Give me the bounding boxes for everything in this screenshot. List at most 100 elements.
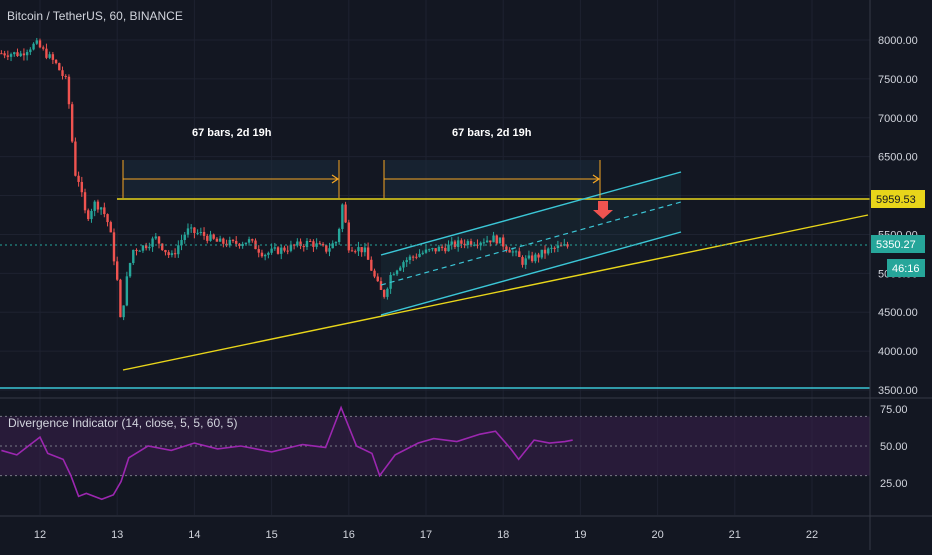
candle-body <box>312 241 315 247</box>
candle-body <box>16 52 19 57</box>
candle-body <box>431 248 434 250</box>
candle-body <box>151 238 154 247</box>
candle-body <box>241 243 244 247</box>
candle-body <box>508 249 511 253</box>
candle-body <box>379 281 383 290</box>
price-tick-label: 7500.00 <box>878 74 918 86</box>
candle-body <box>222 238 225 244</box>
price-tick-label: 7000.00 <box>878 113 918 125</box>
candle-body <box>354 251 357 253</box>
candle-body <box>411 256 415 258</box>
candle-body <box>267 252 270 255</box>
candle-body <box>334 242 338 244</box>
candle-body <box>80 181 84 193</box>
candle-body <box>212 234 215 239</box>
candle-body <box>218 238 222 242</box>
candle-body <box>280 247 283 254</box>
candle-body <box>434 248 437 252</box>
time-tick-label: 18 <box>497 529 509 541</box>
symbol-title: Bitcoin / TetherUS, 60, BINANCE <box>7 9 183 23</box>
candle-body <box>19 53 22 57</box>
measure-arrowhead <box>331 174 340 184</box>
candle-body <box>247 239 251 243</box>
candle-body <box>183 234 186 240</box>
candle-body <box>260 252 264 257</box>
candle-body <box>428 249 431 251</box>
indicator-line <box>1 405 573 501</box>
candle-body <box>0 53 3 55</box>
candle-body <box>318 243 322 245</box>
candle-body <box>173 253 177 255</box>
channel-lower <box>380 231 682 316</box>
candle-body <box>479 242 482 246</box>
candle-body <box>376 276 379 282</box>
candle-body <box>473 244 476 246</box>
candle-body <box>559 245 563 247</box>
candle-body <box>534 254 537 262</box>
time-tick-label: 12 <box>34 529 46 541</box>
down-arrow-icon <box>593 201 613 219</box>
candle-body <box>485 240 489 243</box>
candle-body <box>421 252 424 254</box>
candle-body <box>325 245 328 252</box>
candle-body <box>25 52 29 56</box>
candle-body <box>463 243 466 246</box>
candle-body <box>456 240 460 247</box>
candle-body <box>505 246 508 250</box>
candle-body <box>3 53 6 56</box>
indicator-tick-label: 50.00 <box>880 441 908 453</box>
candle-body <box>42 47 45 49</box>
candle-body <box>511 251 515 253</box>
candle-body <box>283 247 286 251</box>
candle-body <box>83 192 87 211</box>
countdown-box <box>887 259 925 277</box>
candle-body <box>186 228 190 235</box>
time-tick-label: 17 <box>420 529 432 541</box>
candle-body <box>103 207 106 215</box>
candle-body <box>344 204 347 223</box>
candle-body <box>518 251 521 258</box>
candle-body <box>286 250 289 252</box>
candle-body <box>70 104 74 142</box>
time-tick-label: 19 <box>574 529 586 541</box>
candle-body <box>476 244 479 246</box>
candle-body <box>177 245 180 255</box>
candle-body <box>337 228 341 243</box>
candle-body <box>132 249 135 264</box>
candle-body <box>35 40 38 44</box>
candle-body <box>273 247 277 249</box>
candle-body <box>447 244 450 252</box>
candle-body <box>402 262 405 268</box>
candle-body <box>67 76 71 105</box>
candle-body <box>305 240 309 248</box>
resistance-price-label: 5959.53 <box>876 194 916 206</box>
candle-body <box>106 214 109 223</box>
candle-body <box>424 249 428 253</box>
countdown-label: 46:16 <box>892 263 920 275</box>
candle-body <box>161 243 164 251</box>
candle-body <box>386 288 389 297</box>
candle-body <box>492 235 495 243</box>
candle-body <box>460 240 463 244</box>
candle-body <box>209 234 212 241</box>
candle-body <box>96 201 100 210</box>
candle-body <box>235 240 238 244</box>
time-tick-label: 22 <box>806 529 818 541</box>
price-tick-label: 6500.00 <box>878 152 918 164</box>
candle-body <box>135 249 138 252</box>
candle-body <box>244 242 248 244</box>
candle-body <box>64 75 67 77</box>
candle-body <box>357 247 360 252</box>
candle-body <box>350 250 354 252</box>
candle-body <box>231 239 235 241</box>
time-tick-label: 15 <box>265 529 277 541</box>
candle-body <box>251 239 254 241</box>
candle-body <box>257 249 260 253</box>
candle-body <box>238 243 241 247</box>
candle-body <box>119 279 122 318</box>
candle-body <box>122 305 125 318</box>
indicator-pane <box>0 405 870 501</box>
price-tick-label: 4000.00 <box>878 346 918 358</box>
